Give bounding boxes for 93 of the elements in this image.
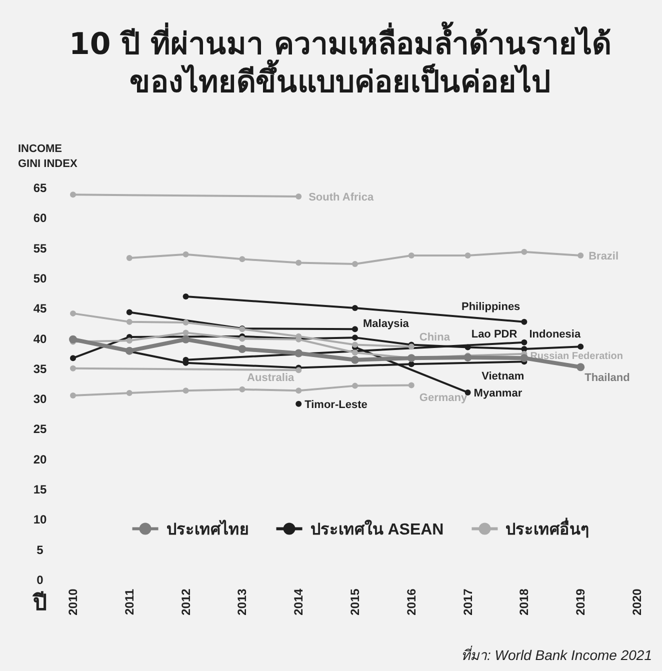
x-tick-label: 2011: [122, 588, 136, 616]
x-tick-label: 2015: [348, 588, 362, 616]
x-tick-label: 2012: [178, 588, 193, 616]
y-tick-label: 45: [33, 302, 47, 316]
point: [352, 260, 358, 267]
point: [464, 252, 471, 259]
y-tick-label: 35: [33, 362, 47, 376]
y-tick-label: 5: [36, 542, 44, 557]
point: [70, 392, 76, 398]
y-tick-label: 55: [33, 241, 47, 256]
point: [352, 350, 358, 356]
point: [126, 318, 132, 325]
point: [521, 339, 528, 346]
x-tick-label: 2010: [66, 588, 80, 616]
point: [352, 334, 358, 341]
point: [352, 326, 358, 332]
annotation: ประเทศอื่นๆ: [506, 518, 590, 539]
point: [352, 342, 358, 348]
point: [408, 252, 414, 259]
series-label: Brazil: [588, 250, 619, 263]
point: [126, 254, 132, 261]
y-axis-title: INCOME GINI INDEX: [18, 143, 78, 170]
point: [351, 356, 359, 364]
point: [182, 319, 189, 326]
x-tick-label: 2018: [517, 588, 532, 616]
x-axis-title: ปี: [32, 590, 47, 615]
point: [182, 251, 189, 258]
series-label: Lao PDR: [471, 328, 518, 340]
point: [70, 310, 76, 316]
point: [576, 363, 585, 372]
y-tick-label: 50: [33, 271, 47, 286]
point: [521, 318, 528, 325]
point: [296, 367, 302, 374]
point: [125, 346, 134, 355]
x-tick-label: 2016: [404, 588, 418, 616]
point: [296, 388, 302, 394]
text: ที่มา: World Bank Income 2021: [461, 645, 652, 663]
series-label: Indonesia: [529, 328, 582, 341]
y-tick-label: 0: [36, 573, 44, 587]
x-tick-label: 2013: [235, 588, 250, 616]
point: [408, 361, 414, 368]
point: [126, 338, 132, 344]
point: [70, 192, 76, 198]
annotation: ประเทศไทย: [166, 520, 248, 539]
point: [239, 336, 246, 342]
series-label: Russian Federation: [530, 350, 624, 362]
point: [296, 260, 302, 266]
point: [296, 193, 302, 200]
point: [464, 344, 471, 350]
point: [182, 294, 189, 300]
y-tick-label: 10: [33, 512, 47, 527]
point: [126, 309, 132, 316]
point: [182, 388, 189, 394]
point: [352, 382, 358, 389]
series-label: Myanmar: [474, 387, 523, 400]
x-tick-label: 2019: [574, 588, 588, 616]
series-label: South Africa: [308, 191, 374, 204]
point: [239, 256, 246, 262]
x-tick-label: 2017: [460, 588, 475, 616]
point: [520, 354, 528, 362]
point: [294, 349, 303, 358]
point: [464, 353, 472, 362]
point: [238, 345, 246, 354]
series-label: Thailand: [584, 372, 630, 384]
y-tick-label: 40: [33, 332, 47, 346]
series-label: China: [419, 332, 451, 344]
x-tick-label: 2020: [630, 588, 644, 616]
annotation: ประเทศใน ASEAN: [310, 520, 444, 539]
point: [239, 386, 246, 392]
series-label: Vietnam: [482, 370, 524, 383]
y-tick-label: 65: [33, 181, 47, 195]
series-label: Philippines: [462, 300, 520, 313]
point: [521, 248, 528, 255]
point: [408, 382, 414, 388]
point: [126, 390, 132, 396]
point: [182, 335, 190, 344]
x-tick-label: 2014: [292, 588, 306, 616]
series-label: Timor-Leste: [304, 398, 368, 411]
series-label: Germany: [419, 392, 468, 404]
point: [578, 252, 584, 259]
series-label: Malaysia: [363, 318, 410, 330]
point: [352, 305, 358, 312]
point: [70, 355, 76, 362]
y-tick-label: 30: [33, 392, 47, 406]
y-tick-label: 20: [33, 452, 47, 466]
point: [70, 365, 76, 372]
point: [182, 330, 189, 336]
y-tick-label: 60: [33, 211, 47, 226]
y-tick-label: 15: [33, 482, 47, 497]
y-tick-label: 25: [33, 422, 47, 436]
series-label: Australia: [247, 372, 296, 384]
point: [578, 344, 584, 350]
point: [296, 400, 302, 407]
